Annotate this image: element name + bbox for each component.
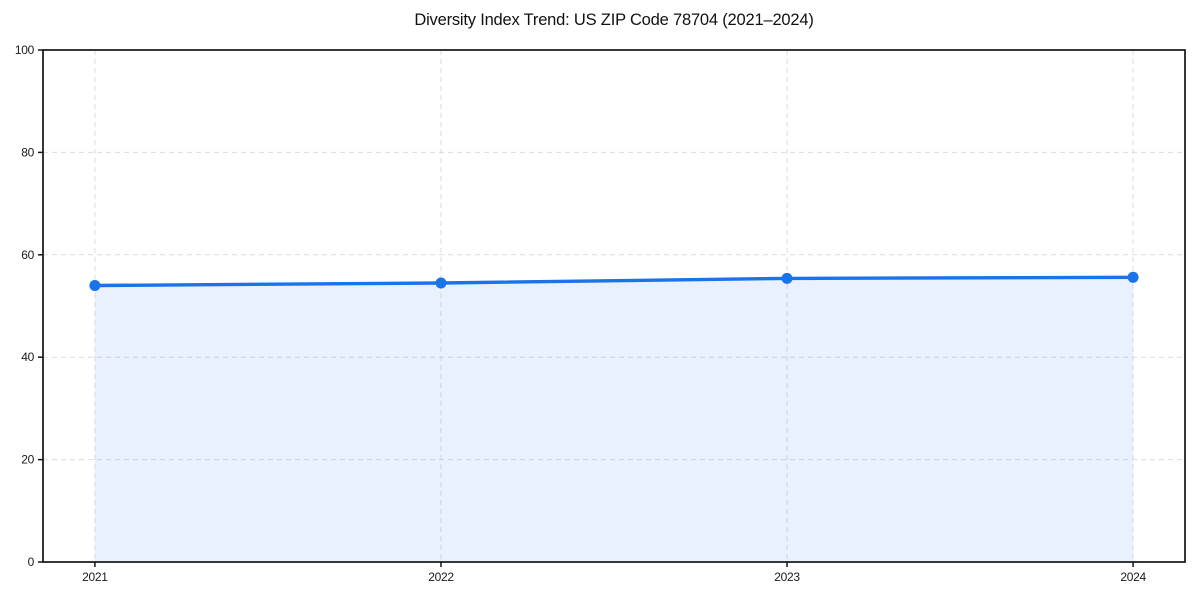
x-tick-label-2024: 2024 <box>1120 570 1146 584</box>
trend-line <box>93 275 1135 288</box>
plot-border <box>42 49 1186 563</box>
x-tick-label-2021: 2021 <box>82 570 108 584</box>
area-fill <box>94 277 1134 562</box>
y-tick-label-80: 80 <box>21 145 34 159</box>
y-tick-label-60: 60 <box>21 248 34 262</box>
data-point-2022 <box>435 277 447 289</box>
x-tick-label-2023: 2023 <box>774 570 800 584</box>
y-tick-label-0: 0 <box>28 555 35 569</box>
y-tick-label-100: 100 <box>15 43 35 57</box>
y-tick-label-20: 20 <box>21 453 34 467</box>
chart-title: Diversity Index Trend: US ZIP Code 78704… <box>414 11 814 29</box>
x-tick-label-2022: 2022 <box>428 570 454 584</box>
data-point-2024 <box>1127 271 1139 283</box>
y-tick-label-40: 40 <box>21 350 34 364</box>
data-point-2021 <box>89 280 101 291</box>
data-point-2023 <box>781 272 793 284</box>
